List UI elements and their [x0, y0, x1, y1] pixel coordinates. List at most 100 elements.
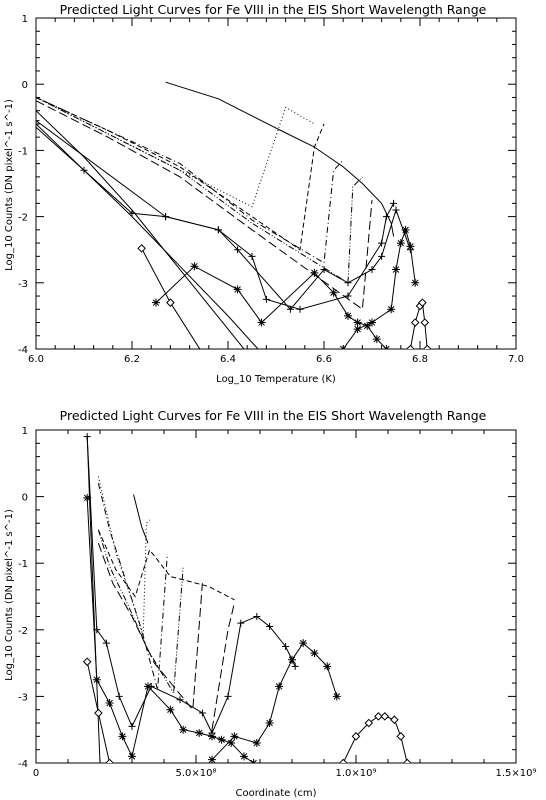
series-line-10: [36, 123, 395, 310]
x-tick-label: 0: [33, 768, 39, 779]
plot-frame: [35, 17, 517, 350]
x-axis-label: Coordinate (cm): [235, 788, 316, 799]
y-tick-label: -3: [18, 279, 28, 290]
data-point: [217, 735, 226, 744]
data-point: [224, 692, 232, 700]
data-point: [282, 642, 290, 650]
series-line-4: [97, 529, 184, 695]
series-group: [82, 433, 412, 763]
data-point: [406, 344, 415, 349]
data-point: [339, 345, 348, 349]
series-line-3: [36, 96, 325, 251]
data-point: [36, 117, 40, 125]
data-point: [411, 278, 420, 287]
data-point: [418, 298, 427, 307]
data-point: [344, 311, 352, 320]
data-point: [115, 692, 123, 700]
chart-title: Predicted Light Curves for Fe VIII in th…: [60, 2, 487, 17]
x-tick-label: 1.5×10⁹: [495, 768, 536, 779]
y-tick-label: 1: [22, 14, 28, 25]
y-tick-label: -1: [18, 559, 28, 570]
series-line-1: [97, 476, 150, 637]
data-point: [128, 752, 136, 761]
data-point: [320, 266, 328, 274]
data-point: [410, 318, 420, 327]
data-point: [329, 288, 338, 297]
data-point: [179, 725, 188, 734]
series-line-5: [36, 96, 363, 284]
y-tick-label: -2: [18, 213, 28, 224]
data-point: [353, 318, 362, 327]
data-point: [299, 639, 308, 648]
series-line-5: [97, 543, 203, 711]
data-point: [265, 719, 274, 728]
data-point: [275, 682, 284, 691]
data-point: [390, 199, 398, 207]
series-line-0: [133, 494, 149, 544]
data-point: [200, 352, 207, 359]
data-point: [396, 239, 405, 248]
x-tick-label: 1.0×10⁹: [335, 768, 376, 779]
data-point: [208, 755, 216, 763]
data-point: [249, 759, 258, 763]
data-point: [36, 120, 40, 128]
series-line-3: [97, 483, 168, 690]
data-point: [382, 213, 390, 221]
data-point: [368, 266, 376, 274]
data-point: [380, 712, 390, 721]
data-point: [387, 305, 396, 314]
data-point: [401, 225, 410, 234]
data-point: [233, 285, 242, 294]
series-line-9: [36, 120, 411, 311]
data-point: [208, 732, 216, 741]
chart-coordinate: Predicted Light Curves for Fe VIII in th…: [4, 408, 537, 799]
data-point: [257, 318, 266, 327]
data-point: [378, 239, 386, 247]
data-point: [288, 655, 296, 664]
data-point: [248, 252, 256, 260]
data-point: [144, 682, 152, 691]
series-line-1: [314, 146, 395, 237]
data-point: [332, 692, 341, 701]
chart-title: Predicted Light Curves for Fe VIII in th…: [60, 408, 487, 423]
data-point: [234, 246, 242, 254]
data-point: [240, 752, 248, 761]
series-line-2: [97, 529, 235, 601]
data-point: [137, 244, 146, 253]
series-line-6: [36, 100, 373, 311]
data-point: [420, 318, 430, 327]
data-point: [310, 649, 319, 658]
data-point: [353, 325, 362, 334]
series-group: [36, 81, 432, 359]
data-point: [83, 493, 92, 502]
data-point: [402, 758, 412, 763]
data-point: [198, 709, 206, 717]
data-point: [83, 433, 91, 441]
data-point: [382, 345, 391, 349]
data-point: [92, 675, 101, 684]
data-point: [344, 279, 352, 287]
series-line-10: [211, 642, 338, 761]
data-point: [392, 206, 400, 214]
data-point: [396, 732, 406, 741]
series-line-12: [342, 715, 408, 763]
series-line-6: [211, 603, 235, 730]
data-point: [152, 298, 160, 307]
data-point: [372, 335, 381, 344]
data-point: [166, 298, 175, 307]
data-point: [296, 305, 304, 313]
y-tick-label: -4: [18, 345, 28, 356]
x-tick-label: 6.0: [28, 354, 44, 365]
data-point: [422, 344, 432, 349]
x-tick-label: 6.6: [316, 354, 332, 365]
data-point: [237, 619, 245, 627]
series-line-4: [36, 96, 344, 264]
data-point: [80, 166, 88, 174]
axis-ticks: 6.0 6.2 6.4 6.6 6.8 7.0 1 0 -1 -2 -3 -4: [18, 14, 524, 365]
data-point: [230, 732, 239, 741]
data-point: [162, 213, 170, 221]
data-point: [105, 699, 114, 708]
data-point: [338, 758, 348, 763]
data-point: [128, 722, 136, 730]
